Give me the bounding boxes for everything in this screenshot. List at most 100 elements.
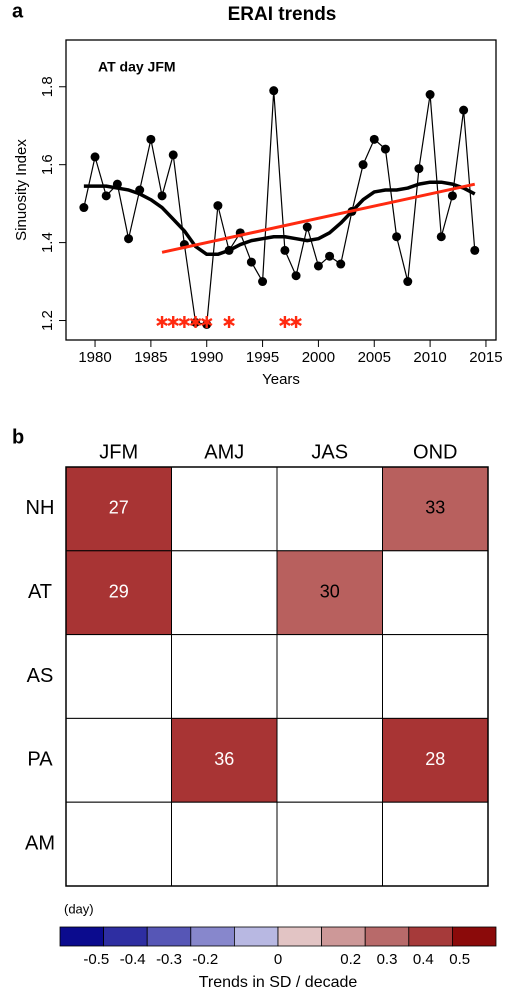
significance-star <box>178 316 191 328</box>
heatmap-frame <box>65 466 489 887</box>
colorbar-swatch <box>103 926 148 947</box>
chart-title: ERAI trends <box>228 4 337 25</box>
y-tick-label: 1.2 <box>39 310 56 331</box>
panel-label: a <box>12 0 24 22</box>
heatmap-cell <box>171 801 278 887</box>
colorbar-tick-label: -0.3 <box>156 951 182 968</box>
star-stroke <box>178 317 191 327</box>
significance-star <box>200 316 213 328</box>
data-point <box>325 251 335 261</box>
data-point <box>213 201 223 211</box>
star-stroke <box>167 317 180 327</box>
data-point <box>246 257 256 267</box>
data-point <box>124 234 134 244</box>
heatmap-cell <box>65 550 172 636</box>
heatmap-cell <box>276 717 383 803</box>
colorbar-swatch <box>190 926 235 947</box>
x-tick-label: 2010 <box>413 349 446 366</box>
x-tick-label: 2000 <box>302 349 335 366</box>
note: (day) <box>64 901 94 916</box>
data-point <box>90 152 100 162</box>
row-label: AM <box>25 832 55 854</box>
heatmap-cell <box>382 634 489 719</box>
data-point <box>79 203 89 213</box>
y-tick-label: 1.8 <box>39 76 56 97</box>
cell-value: 28 <box>425 749 445 769</box>
heatmap-cell <box>382 801 489 887</box>
cell-value: 27 <box>109 498 129 518</box>
colorbar-swatch <box>408 926 453 947</box>
data-point <box>157 191 167 201</box>
column-label: AMJ <box>204 441 244 463</box>
colorbar-swatch <box>321 926 366 947</box>
heatmap-cell <box>171 634 278 719</box>
colorbar-tick-label: -0.2 <box>192 951 218 968</box>
x-tick-label: 1995 <box>246 349 279 366</box>
data-point <box>302 222 312 232</box>
data-point <box>414 164 424 174</box>
data-point <box>380 144 390 154</box>
annotation: AT day JFM <box>98 59 176 75</box>
heatmap-cell <box>171 550 278 636</box>
heatmap-cell <box>276 466 383 552</box>
data-point <box>258 277 268 287</box>
y-tick-label: 1.4 <box>39 232 56 253</box>
row-label: AS <box>27 665 54 687</box>
panel-label: b <box>12 426 24 448</box>
data-point <box>369 134 379 144</box>
colorbar-swatch <box>59 926 104 947</box>
colorbar-tick-label: 0.5 <box>449 951 470 968</box>
data-point <box>101 191 111 201</box>
colorbar-swatch <box>146 926 192 947</box>
y-tick-label: 1.6 <box>39 154 56 175</box>
colorbar-tick-label: 0.4 <box>413 951 434 968</box>
colorbar-tick-label: -0.4 <box>120 951 146 968</box>
x-tick-label: 2005 <box>358 349 391 366</box>
data-point <box>459 105 469 115</box>
data-point <box>168 150 178 160</box>
y-axis-label: Sinuosity Index <box>13 139 30 241</box>
heatmap-cell <box>65 801 172 887</box>
column-label: JAS <box>311 441 348 463</box>
heatmap-cell <box>65 717 172 803</box>
series-line <box>83 90 476 326</box>
series-line <box>161 182 476 254</box>
heatmap-cell <box>65 634 172 719</box>
column-label: OND <box>413 441 457 463</box>
significance-star <box>189 316 202 328</box>
data-point <box>280 245 290 255</box>
heatmap-cell <box>171 466 278 552</box>
row-label: AT <box>28 581 52 603</box>
data-point <box>425 90 435 100</box>
data-point <box>313 261 323 271</box>
x-axis-label: Years <box>262 371 300 388</box>
star-stroke <box>200 317 213 327</box>
data-point <box>436 232 446 242</box>
significance-star <box>167 316 180 328</box>
x-tick-label: 1980 <box>78 349 111 366</box>
colorbar-tick-label: -0.5 <box>83 951 109 968</box>
heatmap-cell <box>276 801 383 887</box>
star-stroke <box>223 317 235 327</box>
significance-star <box>279 316 291 328</box>
colorbar-tick-label: 0 <box>274 951 282 968</box>
data-point <box>403 277 413 287</box>
data-point <box>358 160 368 170</box>
x-tick-label: 1985 <box>134 349 167 366</box>
star-stroke <box>290 317 302 327</box>
plot-frame <box>65 39 497 341</box>
data-point <box>392 232 402 242</box>
cell-value: 30 <box>320 581 340 601</box>
heatmap-cell <box>382 550 489 636</box>
colorbar-swatch <box>277 926 322 947</box>
heatmap-cell <box>276 634 383 719</box>
significance-star <box>223 316 235 328</box>
data-point <box>447 191 457 201</box>
row-label: NH <box>26 497 55 519</box>
x-tick-label: 1990 <box>190 349 223 366</box>
x-tick-label: 2015 <box>469 349 502 366</box>
series-line <box>83 180 476 257</box>
significance-star <box>290 316 302 328</box>
